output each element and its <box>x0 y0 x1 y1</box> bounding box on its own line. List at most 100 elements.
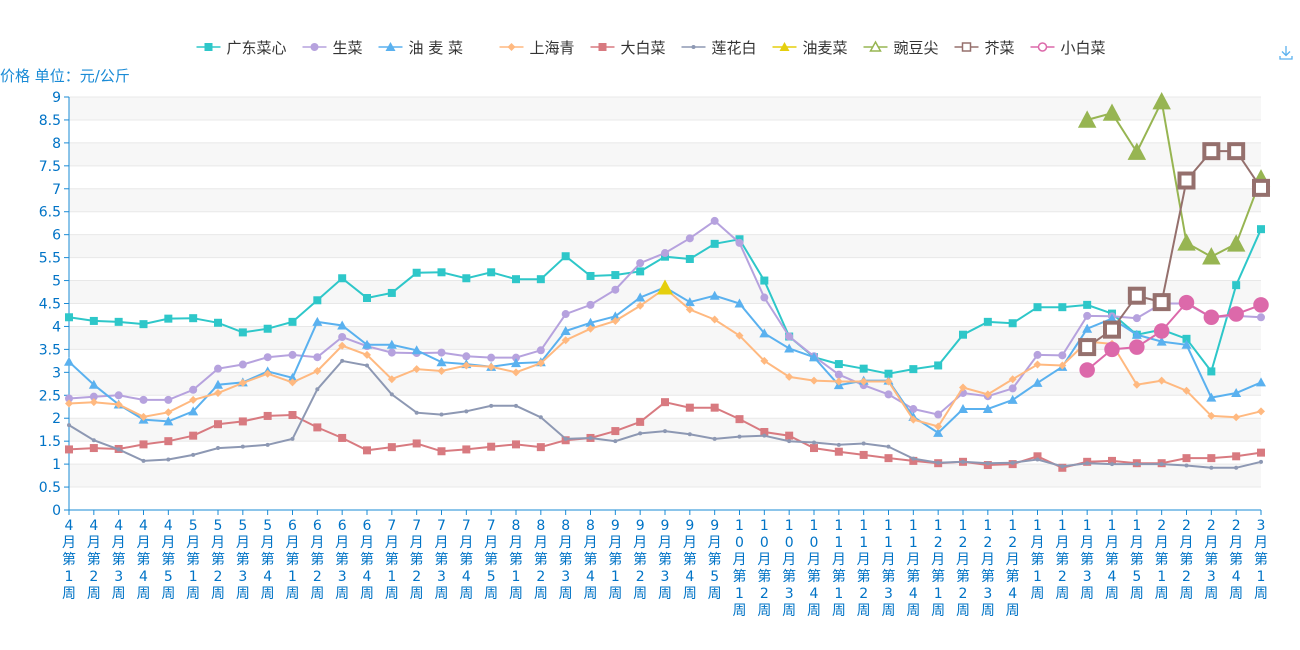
data-point <box>139 412 148 421</box>
data-point <box>710 239 719 248</box>
data-point <box>1232 281 1241 290</box>
data-point <box>1058 361 1067 370</box>
y-tick-label: 5.5 <box>39 251 61 267</box>
data-point <box>710 216 719 225</box>
series-10 <box>1079 294 1269 378</box>
data-point <box>1131 329 1142 339</box>
legend-item: 生菜 <box>302 39 363 57</box>
data-point <box>834 360 843 369</box>
data-point <box>412 439 421 448</box>
data-point <box>1184 463 1189 468</box>
data-point <box>437 366 446 375</box>
data-point <box>586 433 595 442</box>
data-point <box>1181 339 1192 349</box>
x-tick-label: 1 2 月第 1 周 <box>931 518 945 619</box>
data-point <box>338 341 347 350</box>
data-point <box>760 293 769 302</box>
data-point <box>191 452 196 457</box>
legend-swatch-marker <box>507 43 516 51</box>
data-point <box>859 450 868 459</box>
data-point <box>1232 413 1241 422</box>
data-point <box>363 446 371 455</box>
legend-swatch-marker <box>310 43 319 51</box>
x-tick-label: 9 月第 1 周 <box>608 518 622 602</box>
data-point <box>1108 339 1116 348</box>
grid-band <box>69 372 1261 396</box>
data-point <box>315 387 320 392</box>
data-point <box>188 406 199 416</box>
data-point <box>735 415 744 424</box>
y-tick-label: 0 <box>52 503 61 519</box>
x-tick-label: 1 1 月第 3 周 <box>882 518 896 619</box>
x-tick-label: 8 月第 1 周 <box>509 518 523 602</box>
x-tick-label: 3 月第 1 周 <box>1254 518 1268 602</box>
data-point <box>340 358 345 363</box>
data-point <box>1206 392 1217 402</box>
data-point <box>861 441 866 446</box>
data-point <box>611 271 620 280</box>
data-point <box>657 279 673 295</box>
data-point <box>189 395 198 404</box>
data-point <box>1259 459 1263 464</box>
data-point <box>982 404 993 414</box>
data-point <box>983 390 992 399</box>
x-tick-label: 1 2 月第 4 周 <box>1006 518 1020 619</box>
data-point <box>189 431 198 440</box>
data-point <box>1202 142 1221 161</box>
x-tick-label: 6 月第 2 周 <box>310 518 324 602</box>
data-point <box>437 268 446 277</box>
data-point <box>959 330 967 339</box>
data-point <box>1207 411 1216 420</box>
x-tick-label: 1 1 月第 1 周 <box>832 518 846 619</box>
data-point <box>909 365 918 374</box>
data-point <box>1156 336 1167 346</box>
data-point <box>785 332 794 341</box>
data-point <box>1102 103 1122 121</box>
data-point <box>1132 459 1141 468</box>
x-tick-label: 5 月第 1 周 <box>186 518 200 602</box>
data-point <box>1203 309 1220 326</box>
x-tick-label: 6 月第 4 周 <box>360 518 374 602</box>
data-point <box>685 403 694 412</box>
series-3 <box>64 282 1266 437</box>
legend-label: 油麦菜 <box>803 39 848 57</box>
data-point <box>1032 377 1043 387</box>
legend-swatch-marker <box>779 42 790 51</box>
data-point <box>88 379 99 389</box>
data-point <box>164 314 173 323</box>
data-point <box>810 444 818 453</box>
data-point <box>1134 462 1139 467</box>
x-tick-label: 1 月第 5 周 <box>1130 518 1144 602</box>
data-point <box>64 356 74 366</box>
data-point <box>1010 460 1015 465</box>
y-tick-label: 7 <box>52 182 61 198</box>
data-point <box>1008 460 1017 469</box>
data-point <box>983 461 992 470</box>
data-point <box>214 364 222 373</box>
data-point <box>1182 386 1191 395</box>
x-tick-label: 9 月第 3 周 <box>658 518 672 602</box>
data-point <box>536 346 545 355</box>
data-point <box>362 339 372 349</box>
data-point <box>985 461 990 466</box>
data-point <box>412 365 421 374</box>
data-point <box>1252 178 1270 197</box>
data-point <box>1035 457 1040 462</box>
data-point <box>586 324 595 333</box>
download-icon[interactable] <box>1277 44 1295 62</box>
data-point <box>312 316 323 326</box>
data-point <box>611 316 620 325</box>
x-tick-label: 8 月第 4 周 <box>584 518 598 602</box>
series-9 <box>1078 142 1270 357</box>
data-point <box>1157 325 1166 334</box>
data-point <box>1227 142 1246 161</box>
data-point <box>810 352 818 361</box>
legend-swatch-marker <box>1037 42 1048 52</box>
data-point <box>1127 286 1146 305</box>
data-point <box>610 311 621 321</box>
data-point <box>536 275 545 284</box>
grid <box>69 96 1261 511</box>
data-point <box>611 427 620 436</box>
x-tick-label: 1 月第 1 周 <box>1031 518 1045 602</box>
